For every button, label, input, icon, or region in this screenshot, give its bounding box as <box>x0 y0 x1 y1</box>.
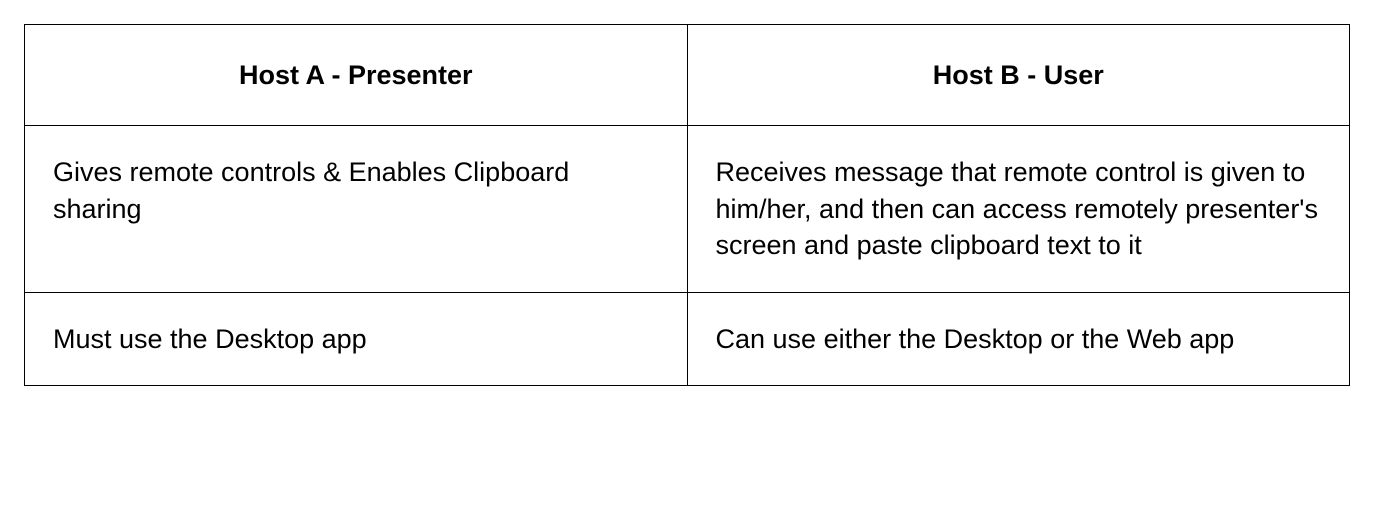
column-header-host-b: Host B - User <box>687 25 1350 126</box>
host-comparison-table: Host A - Presenter Host B - User Gives r… <box>24 24 1350 386</box>
table-row: Gives remote controls & Enables Clipboar… <box>25 126 1350 292</box>
table-row: Must use the Desktop app Can use either … <box>25 292 1350 385</box>
table-header-row: Host A - Presenter Host B - User <box>25 25 1350 126</box>
cell-host-b-row-2: Can use either the Desktop or the Web ap… <box>687 292 1350 385</box>
cell-host-b-row-1: Receives message that remote control is … <box>687 126 1350 292</box>
cell-host-a-row-2: Must use the Desktop app <box>25 292 688 385</box>
cell-host-a-row-1: Gives remote controls & Enables Clipboar… <box>25 126 688 292</box>
column-header-host-a: Host A - Presenter <box>25 25 688 126</box>
